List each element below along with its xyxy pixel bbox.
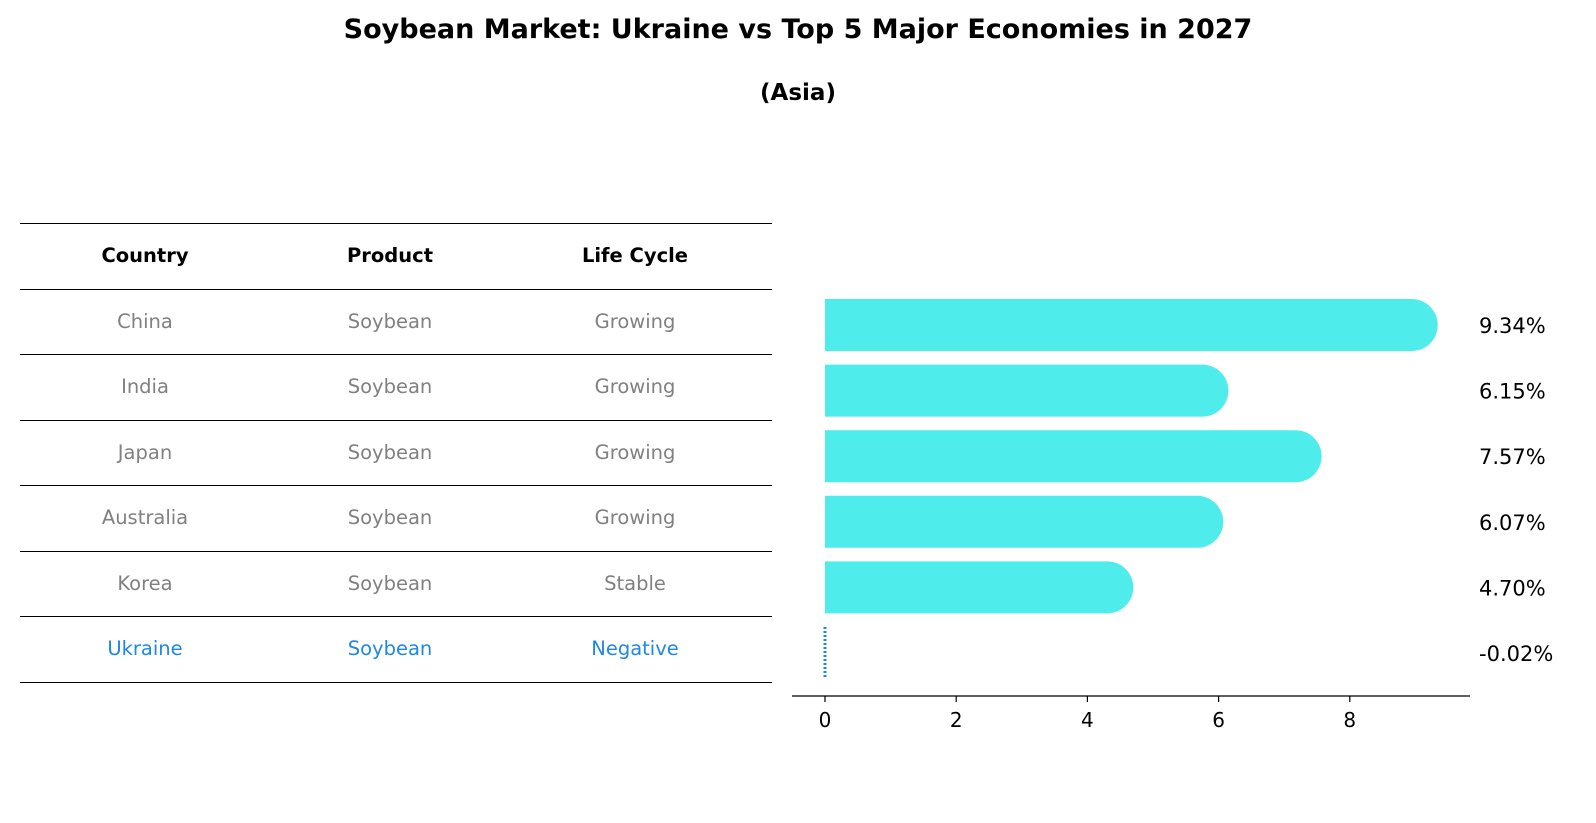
bar-china [825,299,1438,351]
chart-subtitle: (Asia) [760,80,836,106]
cell-life-cycle: Growing [594,310,676,333]
table-rule [20,420,772,421]
x-tick-label: 0 [819,708,832,732]
data-label: -0.02% [1479,642,1553,666]
cell-country: China [117,310,173,333]
header-product: Product [346,244,434,267]
header-country: Country [101,244,189,267]
cell-country: Australia [101,506,189,529]
header-life-cycle: Life Cycle [581,244,689,267]
table-rule [20,616,772,617]
table-rule [20,289,772,290]
chart-title: Soybean Market: Ukraine vs Top 5 Major E… [343,14,1253,45]
cell-country: Korea [117,572,173,595]
data-label: 9.34% [1479,314,1546,338]
cell-country: India [121,375,169,398]
cell-product: Soybean [347,572,433,595]
x-tick-label: 8 [1343,708,1356,732]
data-label: 6.15% [1479,380,1546,404]
x-tick-label: 6 [1212,708,1225,732]
data-label: 4.70% [1479,576,1546,600]
table-rule [20,223,772,224]
data-label: 6.07% [1479,511,1546,535]
cell-life-cycle: Growing [594,441,676,464]
cell-product: Soybean [347,310,433,333]
cell-product: Soybean [347,637,433,660]
cell-product: Soybean [347,441,433,464]
x-tick-label: 2 [950,708,963,732]
table-rule [20,551,772,552]
cell-life-cycle: Growing [594,506,676,529]
bar-india [825,364,1229,417]
cell-life-cycle: Growing [594,375,676,398]
x-tick-label: 4 [1081,708,1094,732]
bar-japan [825,430,1322,483]
table-rule [20,485,772,486]
bar-korea [825,561,1134,614]
cell-product: Soybean [347,506,433,529]
cell-life-cycle: Negative [591,637,679,660]
cell-product: Soybean [347,375,433,398]
table-rule [20,354,772,355]
data-label: 7.57% [1479,445,1546,469]
bar-australia [825,495,1224,548]
cell-life-cycle: Stable [604,572,666,595]
cell-country: Ukraine [107,637,183,660]
cell-country: Japan [117,441,173,464]
table-rule [20,682,772,683]
